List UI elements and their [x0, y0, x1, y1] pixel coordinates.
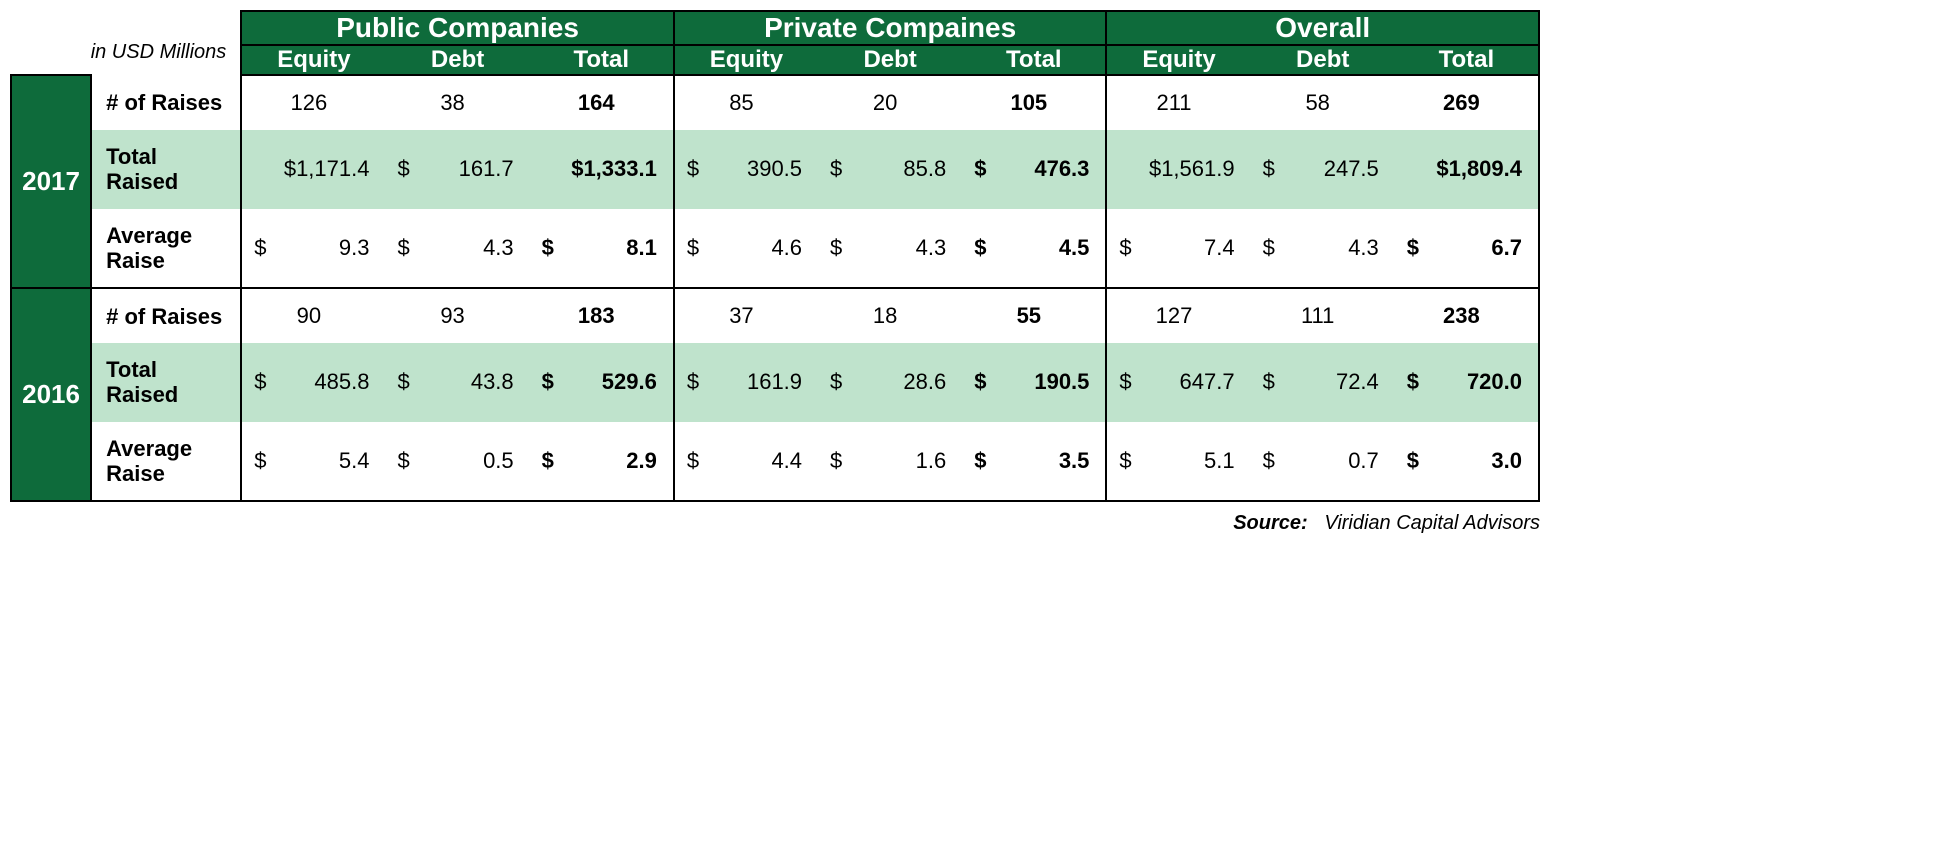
- subhdr: Total: [1395, 45, 1539, 75]
- subhdr: Debt: [1251, 45, 1395, 75]
- value-cell: 211: [1106, 75, 1250, 130]
- subhdr: Total: [530, 45, 674, 75]
- value-cell: 183: [530, 288, 674, 343]
- value-cell: 238: [1395, 288, 1539, 343]
- value-cell: 164: [530, 75, 674, 130]
- subhdr: Equity: [674, 45, 818, 75]
- source-line: Source: Viridian Capital Advisors: [10, 502, 1540, 535]
- subhdr: Debt: [385, 45, 529, 75]
- value-cell: $0.7: [1251, 422, 1395, 502]
- value-cell: $4.3: [385, 209, 529, 289]
- value-cell: $1.6: [818, 422, 962, 502]
- value-cell: 269: [1395, 75, 1539, 130]
- value-cell: $485.8: [241, 343, 385, 422]
- value-cell: 93: [385, 288, 529, 343]
- value-cell: $8.1: [530, 209, 674, 289]
- table-row: Average Raise$9.3$4.3$8.1$4.6$4.3$4.5$7.…: [11, 209, 1539, 289]
- value-cell: $0.5: [385, 422, 529, 502]
- value-cell: 55: [962, 288, 1106, 343]
- value-cell: $1,809.4: [1395, 130, 1539, 209]
- value-cell: $390.5: [674, 130, 818, 209]
- value-cell: $5.4: [241, 422, 385, 502]
- table-row: Average Raise$5.4$0.5$2.9$4.4$1.6$3.5$5.…: [11, 422, 1539, 502]
- value-cell: $4.6: [674, 209, 818, 289]
- value-cell: 37: [674, 288, 818, 343]
- year-cell: 2017: [11, 75, 91, 288]
- value-cell: 126: [241, 75, 385, 130]
- group-header-private: Private Compaines: [674, 11, 1107, 45]
- subhdr: Total: [962, 45, 1106, 75]
- source-label: Source:: [1233, 512, 1307, 534]
- source-text: Viridian Capital Advisors: [1324, 512, 1540, 534]
- value-cell: $5.1: [1106, 422, 1250, 502]
- row-label: Average Raise: [91, 422, 241, 502]
- capital-raise-table: in USD Millions Public Companies Private…: [10, 10, 1540, 502]
- value-cell: 105: [962, 75, 1106, 130]
- value-cell: 58: [1251, 75, 1395, 130]
- value-cell: $4.3: [818, 209, 962, 289]
- value-cell: $529.6: [530, 343, 674, 422]
- row-label: Total Raised: [91, 343, 241, 422]
- value-cell: 90: [241, 288, 385, 343]
- value-cell: $476.3: [962, 130, 1106, 209]
- value-cell: 38: [385, 75, 529, 130]
- subhdr: Equity: [1106, 45, 1250, 75]
- value-cell: 127: [1106, 288, 1250, 343]
- value-cell: $72.4: [1251, 343, 1395, 422]
- value-cell: $43.8: [385, 343, 529, 422]
- value-cell: $6.7: [1395, 209, 1539, 289]
- value-cell: $4.3: [1251, 209, 1395, 289]
- value-cell: $28.6: [818, 343, 962, 422]
- value-cell: $2.9: [530, 422, 674, 502]
- table-row: Total Raised$1,171.4$161.7$1,333.1$390.5…: [11, 130, 1539, 209]
- group-header-overall: Overall: [1106, 11, 1539, 45]
- row-label: # of Raises: [91, 75, 241, 130]
- value-cell: $161.7: [385, 130, 529, 209]
- table-row: Total Raised$485.8$43.8$529.6$161.9$28.6…: [11, 343, 1539, 422]
- value-cell: $720.0: [1395, 343, 1539, 422]
- value-cell: $85.8: [818, 130, 962, 209]
- subhdr: Debt: [818, 45, 962, 75]
- value-cell: $1,333.1: [530, 130, 674, 209]
- value-cell: $7.4: [1106, 209, 1250, 289]
- row-label: Total Raised: [91, 130, 241, 209]
- subhdr: Equity: [241, 45, 385, 75]
- value-cell: $161.9: [674, 343, 818, 422]
- value-cell: $9.3: [241, 209, 385, 289]
- table-row: 2017# of Raises12638164852010521158269: [11, 75, 1539, 130]
- value-cell: $4.5: [962, 209, 1106, 289]
- value-cell: $3.5: [962, 422, 1106, 502]
- value-cell: $647.7: [1106, 343, 1250, 422]
- value-cell: $247.5: [1251, 130, 1395, 209]
- value-cell: $1,561.9: [1106, 130, 1250, 209]
- unit-note: in USD Millions: [11, 11, 241, 75]
- value-cell: $3.0: [1395, 422, 1539, 502]
- value-cell: $1,171.4: [241, 130, 385, 209]
- value-cell: 20: [818, 75, 962, 130]
- row-label: Average Raise: [91, 209, 241, 289]
- row-label: # of Raises: [91, 288, 241, 343]
- group-header-public: Public Companies: [241, 11, 674, 45]
- value-cell: 18: [818, 288, 962, 343]
- value-cell: $4.4: [674, 422, 818, 502]
- table-row: 2016# of Raises9093183371855127111238: [11, 288, 1539, 343]
- value-cell: 85: [674, 75, 818, 130]
- year-cell: 2016: [11, 288, 91, 501]
- value-cell: 111: [1251, 288, 1395, 343]
- value-cell: $190.5: [962, 343, 1106, 422]
